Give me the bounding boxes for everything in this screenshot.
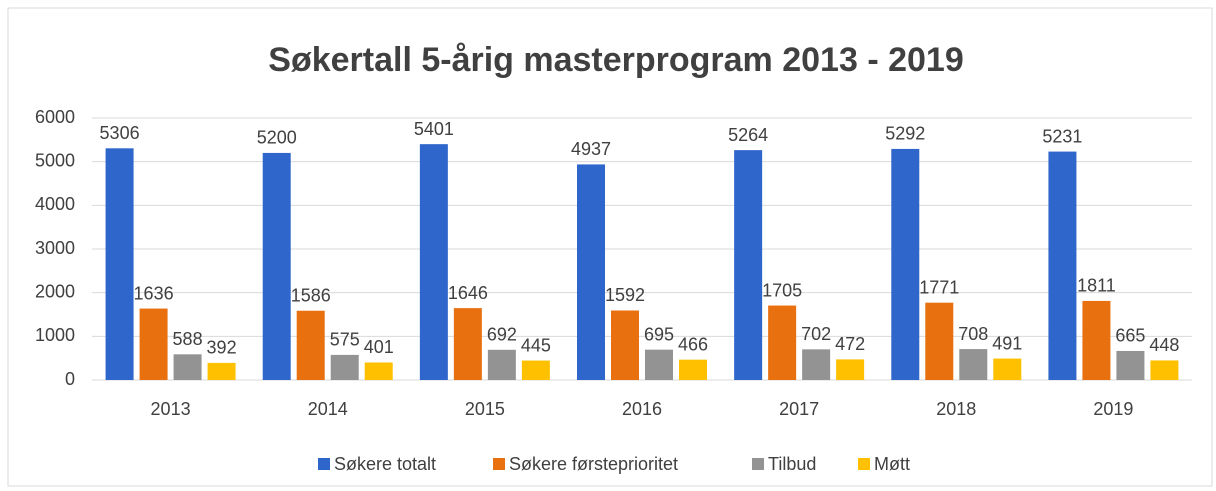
data-label: 702 — [801, 324, 831, 344]
x-tick-label: 2017 — [779, 399, 819, 419]
legend-swatch — [752, 458, 764, 470]
data-label: 1586 — [291, 285, 331, 305]
chart-title: Søkertall 5-årig masterprogram 2013 - 20… — [268, 41, 963, 79]
data-label: 1592 — [605, 285, 645, 305]
legend-label: Tilbud — [768, 454, 816, 474]
data-label: 472 — [835, 334, 865, 354]
x-tick-label: 2016 — [622, 399, 662, 419]
data-label: 466 — [678, 334, 708, 354]
y-tick-label: 0 — [65, 369, 75, 389]
data-label: 588 — [173, 329, 203, 349]
y-tick-label: 3000 — [35, 238, 75, 258]
bar — [139, 308, 168, 380]
y-tick-label: 2000 — [35, 281, 75, 301]
bar — [1116, 350, 1145, 380]
data-label: 5401 — [414, 119, 454, 139]
data-label: 1705 — [762, 280, 802, 300]
bar — [364, 362, 393, 380]
x-tick-label: 2014 — [308, 399, 348, 419]
bar — [611, 310, 639, 380]
bar — [105, 148, 134, 380]
legend-label: Søkere totalt — [334, 454, 436, 474]
bar — [173, 354, 202, 380]
bar — [993, 358, 1022, 380]
bar — [645, 349, 673, 380]
data-label: 401 — [364, 337, 394, 357]
bar — [1082, 300, 1111, 380]
data-label: 5306 — [100, 123, 140, 143]
legend-swatch — [318, 458, 330, 470]
y-tick-label: 4000 — [35, 194, 75, 214]
bar — [453, 308, 482, 380]
bar — [925, 302, 954, 380]
bar — [768, 305, 797, 380]
legend-label: Møtt — [874, 454, 910, 474]
bar — [419, 144, 448, 380]
data-label: 5264 — [728, 125, 768, 145]
x-tick-label: 2015 — [465, 399, 505, 419]
bar — [836, 359, 865, 380]
bar — [734, 150, 763, 380]
data-label: 1636 — [134, 283, 174, 303]
bar — [577, 164, 605, 380]
y-tick-label: 1000 — [35, 325, 75, 345]
bar — [802, 349, 831, 380]
legend-label: Søkere førsteprioritet — [509, 454, 678, 474]
legend-swatch — [493, 458, 505, 470]
data-label: 1771 — [919, 277, 959, 297]
legend-swatch — [858, 458, 870, 470]
bar — [521, 360, 550, 380]
data-label: 1646 — [448, 283, 488, 303]
data-label: 695 — [644, 324, 674, 344]
data-label: 4937 — [571, 139, 611, 159]
data-label: 491 — [992, 333, 1022, 353]
bar — [207, 362, 236, 380]
data-label: 5292 — [885, 124, 925, 144]
x-tick-label: 2013 — [151, 399, 191, 419]
data-label: 448 — [1149, 335, 1179, 355]
data-label: 445 — [521, 335, 551, 355]
bar — [891, 148, 920, 380]
bar — [959, 349, 988, 380]
data-label: 392 — [207, 338, 237, 358]
x-tick-label: 2019 — [1093, 399, 1133, 419]
bar — [330, 354, 359, 380]
data-label: 708 — [958, 324, 988, 344]
data-label: 575 — [330, 330, 360, 350]
data-label: 692 — [487, 325, 517, 345]
chart-frame — [7, 7, 1213, 487]
data-label: 5200 — [257, 128, 297, 148]
data-label: 5231 — [1042, 126, 1082, 146]
y-tick-label: 5000 — [35, 150, 75, 170]
x-tick-label: 2018 — [936, 399, 976, 419]
bar — [262, 152, 291, 380]
bar — [679, 359, 707, 380]
bar — [1150, 360, 1179, 380]
data-label: 665 — [1115, 326, 1145, 346]
data-label: 1811 — [1077, 276, 1116, 296]
bar — [487, 349, 516, 380]
y-tick-label: 6000 — [35, 107, 75, 127]
bar — [296, 310, 325, 380]
bar — [1048, 151, 1077, 380]
